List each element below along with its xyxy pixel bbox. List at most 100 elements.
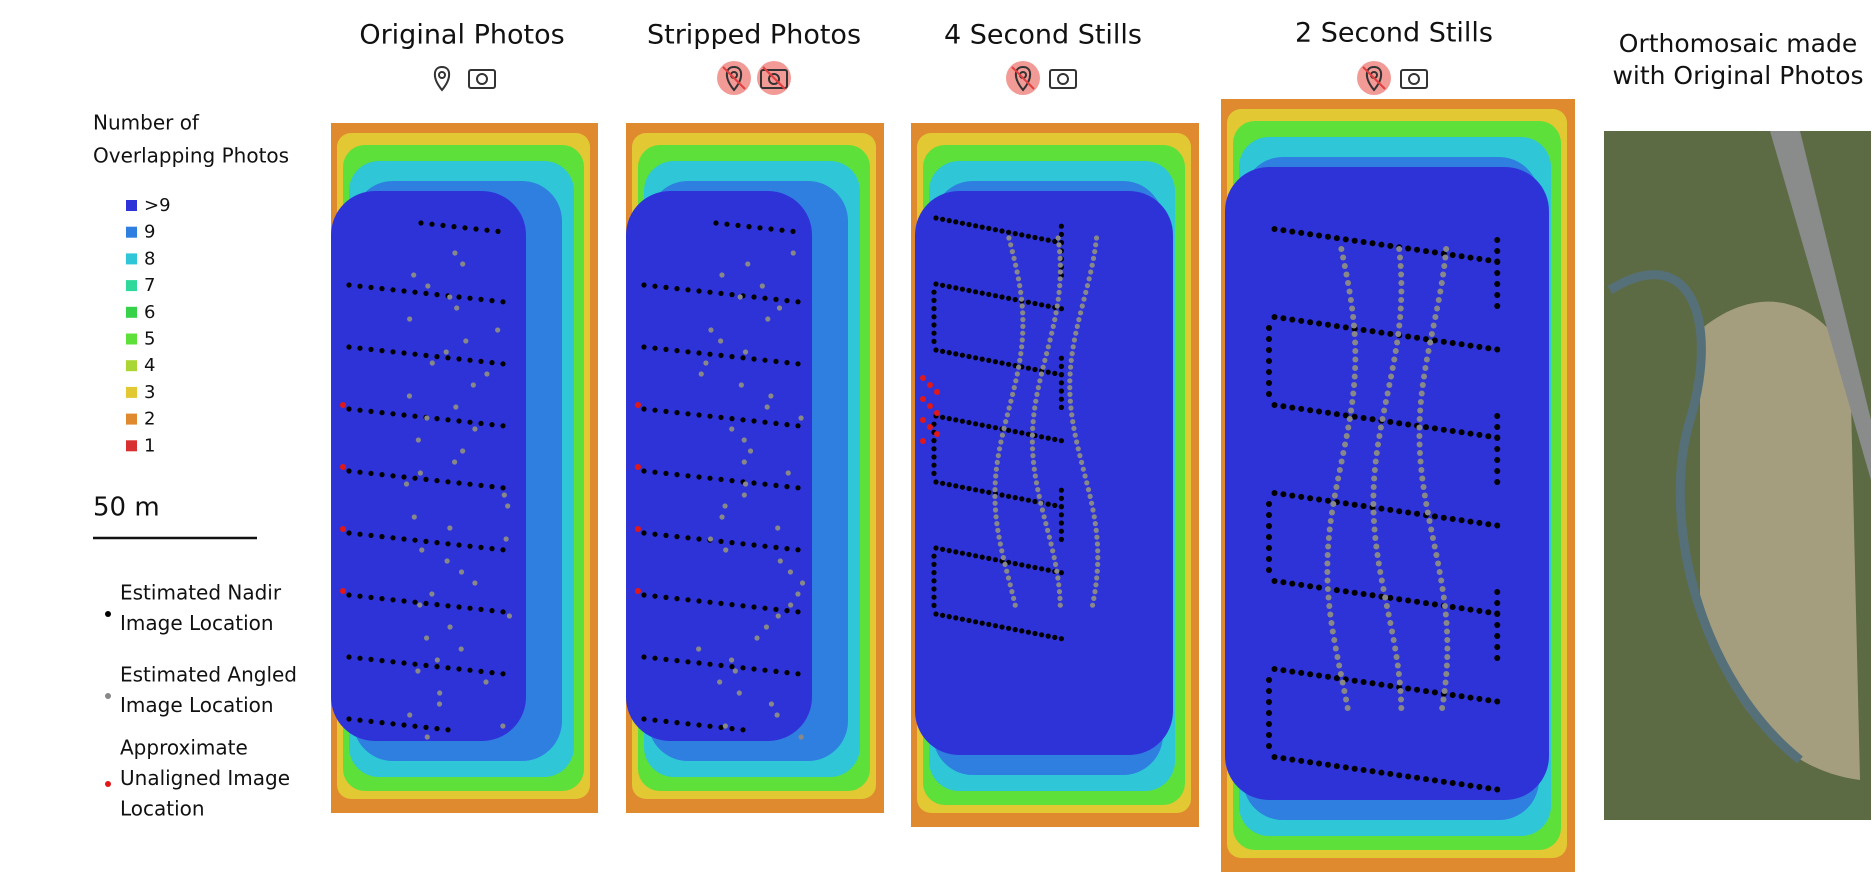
photo-dot: [784, 360, 789, 365]
photo-dot: [346, 468, 351, 473]
photo-dot: [1056, 297, 1061, 302]
photo-dot: [1423, 501, 1429, 507]
photo-dot: [1019, 562, 1024, 567]
photo-dot: [368, 719, 373, 724]
legend-swatch: [126, 334, 137, 345]
photo-dot: [1078, 310, 1083, 315]
photo-dot: [779, 228, 784, 233]
photo-dot: [1485, 521, 1491, 527]
photo-dot: [953, 615, 958, 620]
camera-icon: [469, 70, 495, 88]
photo-dot: [960, 617, 965, 622]
photo-dot: [1494, 600, 1500, 606]
photo-dot: [1074, 439, 1079, 444]
photo-dot: [1090, 263, 1095, 268]
photo-dot: [1055, 575, 1060, 580]
photo-dot: [1093, 521, 1098, 526]
photo-dot: [390, 473, 395, 478]
photo-dot: [1059, 496, 1064, 501]
photo-dot: [960, 287, 965, 292]
photo-dot: [1385, 391, 1391, 397]
photo-dot: [504, 536, 509, 541]
photo-dot: [1396, 596, 1402, 602]
photo-dot: [1423, 424, 1429, 430]
photo-dot: [652, 594, 657, 599]
photo-dot: [980, 555, 985, 560]
overlap-map: [626, 123, 884, 813]
photo-dot: [1072, 337, 1077, 342]
photo-dot: [1026, 234, 1031, 239]
photo-dot: [434, 602, 439, 607]
photo-dot: [1373, 544, 1379, 550]
pin-icon: [439, 72, 445, 78]
photo-dot: [740, 665, 745, 670]
photo-dot: [1015, 371, 1020, 376]
photo-dot: [379, 534, 384, 539]
photo-dot: [1325, 410, 1331, 416]
photo-dot: [1328, 518, 1334, 524]
photo-dot: [1336, 663, 1342, 669]
photo-dot: [430, 360, 435, 365]
photo-dot: [340, 588, 346, 594]
photo-dot: [799, 734, 804, 739]
photo-dot: [1370, 328, 1376, 334]
photo-dot: [1266, 721, 1272, 727]
photo-dot: [652, 656, 657, 661]
photo-dot: [1397, 314, 1403, 320]
photo-dot: [346, 716, 351, 721]
photo-dot: [1427, 340, 1433, 346]
photo-dot: [1352, 238, 1358, 244]
photo-dot: [1395, 331, 1401, 337]
photo-dot: [729, 426, 734, 431]
photo-dot: [1436, 297, 1442, 303]
photo-dot: [1013, 627, 1018, 632]
photo-dot: [674, 534, 679, 539]
photo-dot: [1370, 493, 1376, 499]
photo-dot: [390, 411, 395, 416]
photo-dot: [707, 476, 712, 481]
photo-dot: [1485, 433, 1491, 439]
photo-dot: [1013, 429, 1018, 434]
photo-dot: [1076, 446, 1081, 451]
photo-dot: [1052, 317, 1057, 322]
photo-dot: [1389, 629, 1395, 635]
photo-dot: [1298, 758, 1304, 764]
photo-dot: [986, 292, 991, 297]
photo-dot: [1039, 566, 1044, 571]
photo-dot: [1494, 281, 1500, 287]
photo-dot: [1437, 569, 1443, 575]
photo-dot: [1009, 589, 1014, 594]
photo-dot: [1094, 575, 1099, 580]
photo-dot: [1032, 405, 1037, 410]
photo-dot: [340, 402, 346, 408]
photo-dot: [960, 551, 965, 556]
photo-dot: [740, 417, 745, 422]
photo-dot: [1032, 235, 1037, 240]
photo-dot: [429, 591, 434, 596]
photo-dot: [1398, 297, 1404, 303]
photo-dot: [966, 354, 971, 359]
photo-dot: [993, 359, 998, 364]
photo-dot: [927, 403, 933, 409]
photo-dot: [401, 660, 406, 665]
photo-dot: [1026, 564, 1031, 569]
photo-dot: [931, 446, 936, 451]
photo-dot: [1384, 603, 1390, 609]
photo-dot: [742, 437, 747, 442]
photo-dot: [1006, 494, 1011, 499]
photo-dot: [423, 601, 428, 606]
photo-dot: [412, 290, 417, 295]
photo-dot: [1387, 419, 1393, 425]
photo-dot: [980, 621, 985, 626]
legend-label: 1: [144, 435, 155, 456]
photo-dot: [379, 658, 384, 663]
photo-dot: [1331, 637, 1337, 643]
photo-dot: [1280, 755, 1286, 761]
photo-dot: [1372, 467, 1378, 473]
photo-dot: [1026, 498, 1031, 503]
photo-dot: [1038, 501, 1043, 506]
photo-dot: [1361, 767, 1367, 773]
photo-dot: [1001, 426, 1006, 431]
photo-dot: [1095, 548, 1100, 553]
photo-dot: [1266, 732, 1272, 738]
